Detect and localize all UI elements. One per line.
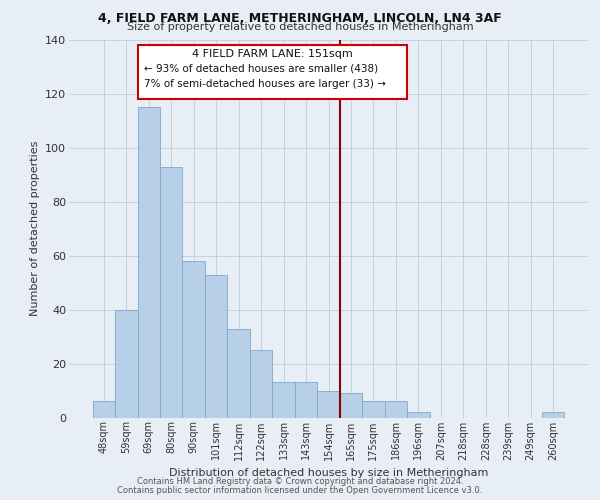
Text: ← 93% of detached houses are smaller (438): ← 93% of detached houses are smaller (43…	[144, 64, 379, 74]
Text: 4 FIELD FARM LANE: 151sqm: 4 FIELD FARM LANE: 151sqm	[192, 50, 353, 59]
Bar	[160, 166, 182, 418]
Bar	[317, 390, 340, 417]
Text: Size of property relative to detached houses in Metheringham: Size of property relative to detached ho…	[127, 22, 473, 32]
Bar	[182, 261, 205, 418]
Text: 4, FIELD FARM LANE, METHERINGHAM, LINCOLN, LN4 3AF: 4, FIELD FARM LANE, METHERINGHAM, LINCOL…	[98, 12, 502, 26]
X-axis label: Distribution of detached houses by size in Metheringham: Distribution of detached houses by size …	[169, 468, 488, 478]
Bar	[92, 402, 115, 417]
Y-axis label: Number of detached properties: Number of detached properties	[29, 141, 40, 316]
Bar	[137, 108, 160, 418]
Bar	[385, 402, 407, 417]
Bar	[227, 328, 250, 418]
Bar	[115, 310, 137, 418]
Bar	[272, 382, 295, 418]
Bar	[340, 393, 362, 417]
Bar	[250, 350, 272, 418]
Bar	[542, 412, 565, 418]
Text: Contains HM Land Registry data © Crown copyright and database right 2024.: Contains HM Land Registry data © Crown c…	[137, 477, 463, 486]
Bar	[407, 412, 430, 418]
Bar	[205, 274, 227, 418]
Bar	[362, 402, 385, 417]
Text: 7% of semi-detached houses are larger (33) →: 7% of semi-detached houses are larger (3…	[144, 79, 386, 89]
Text: Contains public sector information licensed under the Open Government Licence v3: Contains public sector information licen…	[118, 486, 482, 495]
FancyBboxPatch shape	[137, 46, 407, 100]
Bar	[295, 382, 317, 418]
